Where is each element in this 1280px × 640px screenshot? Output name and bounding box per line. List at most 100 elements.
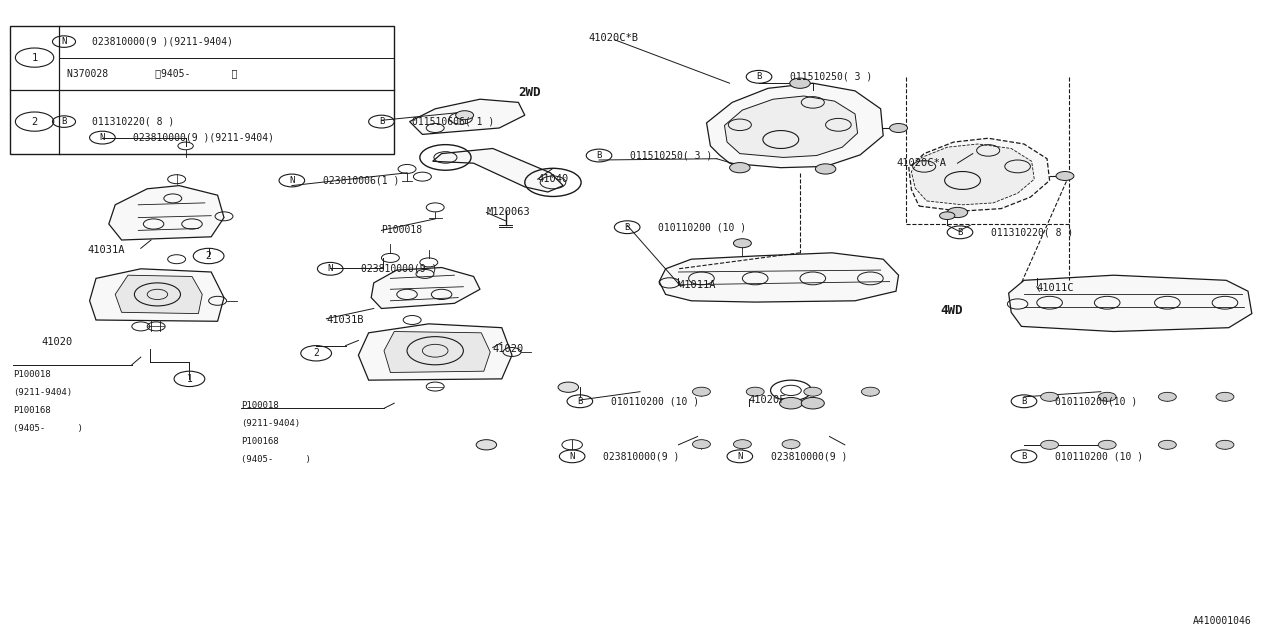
Polygon shape: [1009, 275, 1252, 332]
Text: 023810006(1 ): 023810006(1 ): [323, 175, 399, 186]
Polygon shape: [358, 324, 512, 380]
Text: P100168: P100168: [13, 406, 50, 415]
Text: (9405-      ): (9405- ): [241, 455, 311, 464]
Text: P100168: P100168: [241, 437, 278, 446]
Circle shape: [746, 387, 764, 396]
Polygon shape: [433, 148, 563, 192]
Text: 1: 1: [187, 374, 192, 384]
Circle shape: [940, 212, 955, 220]
Circle shape: [1158, 440, 1176, 449]
Text: N: N: [289, 176, 294, 185]
Text: 023810000(9 )(9211-9404): 023810000(9 )(9211-9404): [92, 36, 233, 47]
Circle shape: [692, 440, 710, 449]
Text: 41011C: 41011C: [1037, 283, 1074, 293]
Text: 011310220( 8 ): 011310220( 8 ): [991, 227, 1073, 237]
Circle shape: [733, 440, 751, 449]
Text: N: N: [570, 452, 575, 461]
Circle shape: [790, 78, 810, 88]
Circle shape: [1041, 440, 1059, 449]
Polygon shape: [384, 332, 490, 372]
Circle shape: [730, 163, 750, 173]
Polygon shape: [90, 269, 224, 321]
Circle shape: [1056, 172, 1074, 180]
Polygon shape: [659, 253, 899, 302]
Text: 1: 1: [32, 52, 37, 63]
Text: 010110200 (10 ): 010110200 (10 ): [658, 222, 746, 232]
Circle shape: [815, 164, 836, 174]
Circle shape: [1216, 392, 1234, 401]
Text: 011310220( 8 ): 011310220( 8 ): [92, 116, 174, 127]
Text: A410001046: A410001046: [1193, 616, 1252, 626]
Text: B: B: [957, 228, 963, 237]
Text: 41020F: 41020F: [749, 395, 786, 405]
Polygon shape: [909, 138, 1050, 211]
Text: 023810000(9 ): 023810000(9 ): [361, 264, 438, 274]
Circle shape: [1041, 392, 1059, 401]
Text: M120063: M120063: [486, 207, 530, 218]
Circle shape: [692, 387, 710, 396]
Text: B: B: [1021, 452, 1027, 461]
Text: B: B: [756, 72, 762, 81]
Circle shape: [801, 397, 824, 409]
Polygon shape: [115, 275, 202, 314]
Circle shape: [782, 440, 800, 449]
Text: (9211-9404): (9211-9404): [13, 388, 72, 397]
Text: N: N: [100, 133, 105, 142]
Text: N: N: [61, 37, 67, 46]
Text: 011510250( 3 ): 011510250( 3 ): [790, 72, 872, 82]
Text: B: B: [1021, 397, 1027, 406]
Text: 023810000(9 ): 023810000(9 ): [771, 451, 847, 461]
Text: 011510250( 3 ): 011510250( 3 ): [630, 150, 712, 161]
Text: N: N: [328, 264, 333, 273]
Polygon shape: [707, 83, 883, 168]
Text: P100018: P100018: [241, 401, 278, 410]
Polygon shape: [371, 268, 480, 308]
Text: P100018: P100018: [381, 225, 422, 236]
Text: 41031B: 41031B: [326, 315, 364, 325]
Circle shape: [780, 397, 803, 409]
Text: B: B: [577, 397, 582, 406]
Circle shape: [558, 382, 579, 392]
Text: 41011A: 41011A: [678, 280, 716, 290]
Polygon shape: [724, 96, 858, 157]
Text: 2: 2: [32, 116, 37, 127]
Circle shape: [1098, 440, 1116, 449]
Text: 41040: 41040: [538, 174, 568, 184]
Circle shape: [476, 440, 497, 450]
Circle shape: [1216, 440, 1234, 449]
Text: 023810000(9 )(9211-9404): 023810000(9 )(9211-9404): [133, 132, 274, 143]
Text: N370028         9405-       〉: N370028 9405- 〉: [67, 68, 237, 79]
Text: 010110200 (10 ): 010110200 (10 ): [611, 396, 699, 406]
Text: 41020: 41020: [493, 344, 524, 354]
Text: 023810000(9 ): 023810000(9 ): [603, 451, 680, 461]
Text: B: B: [61, 117, 67, 126]
Circle shape: [804, 387, 822, 396]
Text: 41020C*A: 41020C*A: [896, 158, 946, 168]
Text: 010110200(10 ): 010110200(10 ): [1055, 396, 1137, 406]
Text: P100018: P100018: [13, 370, 50, 379]
Text: 41031A: 41031A: [87, 244, 124, 255]
Circle shape: [947, 207, 968, 218]
Text: (9405-      ): (9405- ): [13, 424, 83, 433]
Text: B: B: [379, 117, 384, 126]
Circle shape: [456, 111, 474, 120]
Circle shape: [733, 239, 751, 248]
Text: 011510606( 1 ): 011510606( 1 ): [412, 116, 494, 127]
Text: 2: 2: [206, 251, 211, 261]
Polygon shape: [911, 144, 1034, 205]
Text: 41020C*B: 41020C*B: [589, 33, 639, 44]
Text: B: B: [596, 151, 602, 160]
Text: B: B: [625, 223, 630, 232]
Polygon shape: [109, 186, 224, 240]
Circle shape: [861, 387, 879, 396]
Circle shape: [890, 124, 908, 132]
Circle shape: [1098, 392, 1116, 401]
Polygon shape: [410, 99, 525, 134]
Text: N: N: [737, 452, 742, 461]
Circle shape: [1158, 392, 1176, 401]
Text: 2WD: 2WD: [518, 86, 541, 99]
Text: 2: 2: [314, 348, 319, 358]
Text: 4WD: 4WD: [941, 304, 964, 317]
Text: 41020: 41020: [41, 337, 72, 348]
Text: (9211-9404): (9211-9404): [241, 419, 300, 428]
